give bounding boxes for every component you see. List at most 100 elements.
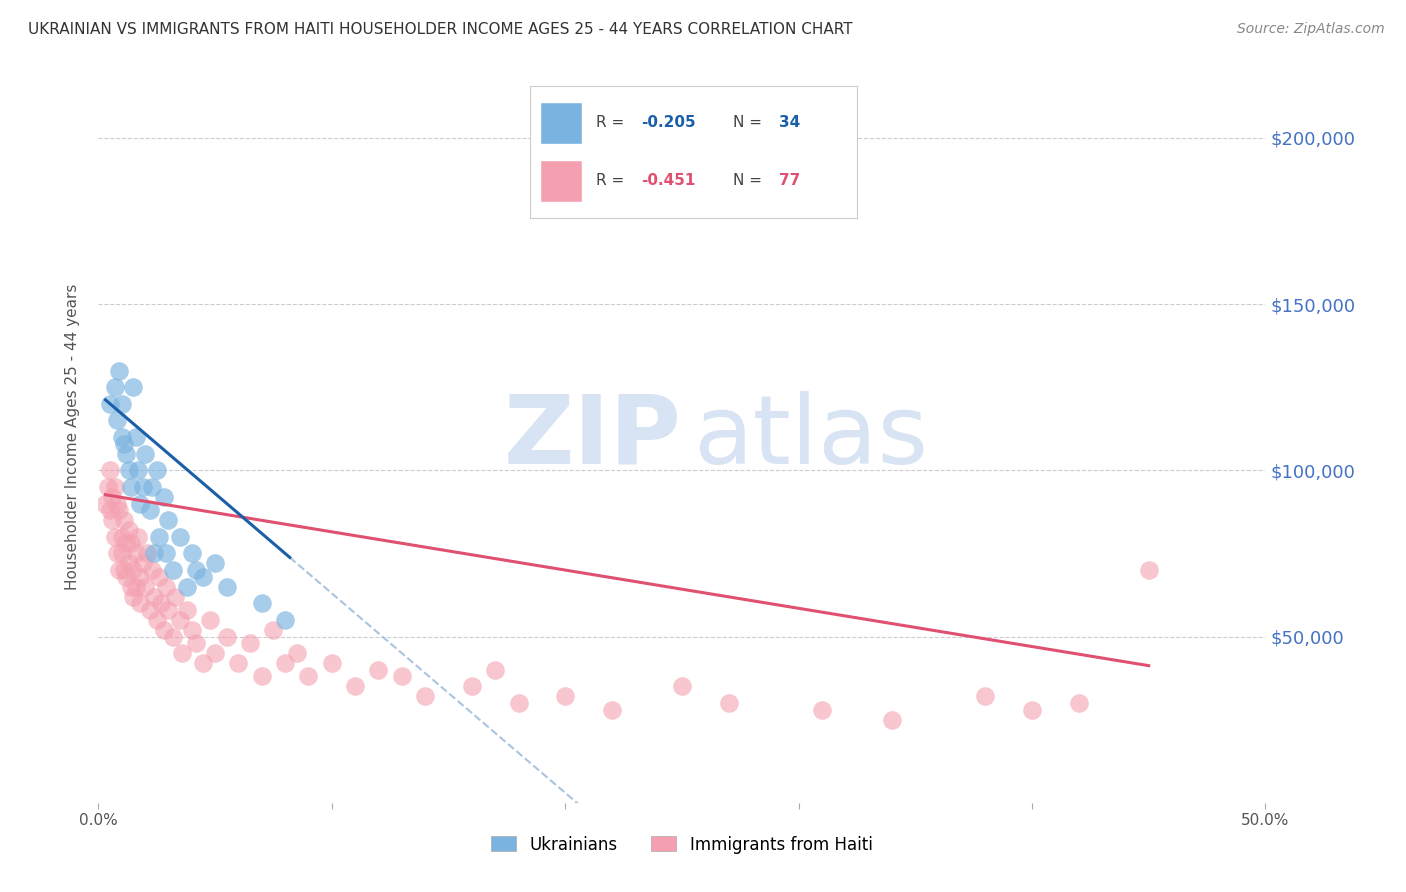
Point (461, 680, 484, 694)
Point (717, 696, 740, 710)
Point (136, 546, 159, 560)
Point (146, 613, 169, 627)
Point (157, 603, 180, 617)
Point (811, 703, 834, 717)
Point (108, 363, 131, 377)
Point (157, 513, 180, 527)
Point (193, 656, 215, 670)
Point (974, 690, 997, 704)
Point (118, 557, 141, 571)
Point (125, 580, 148, 594)
Point (97, 480, 120, 494)
Point (129, 497, 152, 511)
Point (143, 546, 166, 560)
Point (134, 580, 156, 594)
Point (155, 580, 177, 594)
Point (274, 613, 297, 627)
Text: atlas: atlas (693, 391, 929, 483)
Point (600, 703, 623, 717)
Point (1067, 696, 1090, 710)
Point (94, 497, 117, 511)
Point (321, 656, 343, 670)
Point (148, 530, 170, 544)
Text: ZIP: ZIP (503, 391, 682, 483)
Point (129, 570, 152, 584)
Point (122, 590, 145, 604)
Point (193, 570, 215, 584)
Point (186, 636, 208, 650)
Point (880, 713, 903, 727)
Point (186, 563, 208, 577)
Point (200, 613, 222, 627)
Point (125, 430, 148, 444)
Point (115, 536, 138, 550)
Point (118, 463, 141, 477)
Point (204, 557, 226, 571)
Text: UKRAINIAN VS IMMIGRANTS FROM HAITI HOUSEHOLDER INCOME AGES 25 - 44 YEARS CORRELA: UKRAINIAN VS IMMIGRANTS FROM HAITI HOUSE… (28, 22, 853, 37)
Point (250, 596, 273, 610)
Point (125, 546, 148, 560)
Text: Source: ZipAtlas.com: Source: ZipAtlas.com (1237, 22, 1385, 37)
Point (344, 680, 367, 694)
Point (139, 503, 162, 517)
Point (162, 630, 184, 644)
Point (262, 623, 284, 637)
Point (152, 623, 174, 637)
Point (141, 480, 163, 494)
Point (155, 546, 177, 560)
Point (111, 546, 134, 560)
Point (250, 669, 273, 683)
Point (101, 490, 124, 504)
Point (111, 430, 134, 444)
Point (132, 557, 155, 571)
Point (132, 480, 155, 494)
Legend: Ukrainians, Immigrants from Haiti: Ukrainians, Immigrants from Haiti (485, 829, 879, 860)
Point (112, 436, 135, 450)
Point (108, 503, 131, 517)
Point (134, 447, 156, 461)
Point (129, 596, 152, 610)
Point (176, 603, 198, 617)
Point (274, 656, 297, 670)
Point (484, 663, 506, 677)
Point (162, 563, 184, 577)
Point (104, 530, 127, 544)
Point (98, 463, 121, 477)
Point (204, 646, 226, 660)
Point (180, 623, 202, 637)
Point (105, 413, 128, 427)
Point (122, 380, 145, 394)
Point (120, 536, 142, 550)
Point (180, 546, 202, 560)
Point (150, 596, 173, 610)
Point (139, 603, 162, 617)
Point (413, 690, 436, 704)
Point (176, 580, 198, 594)
Point (111, 530, 134, 544)
Point (127, 463, 149, 477)
Point (115, 447, 138, 461)
Point (120, 480, 142, 494)
Point (391, 669, 413, 683)
Point (115, 570, 138, 584)
Point (297, 669, 319, 683)
Point (143, 590, 166, 604)
Point (104, 480, 127, 494)
Point (108, 563, 131, 577)
Point (105, 497, 128, 511)
Point (141, 563, 163, 577)
Y-axis label: Householder Income Ages 25 - 44 years: Householder Income Ages 25 - 44 years (65, 284, 80, 591)
Point (120, 580, 142, 594)
Point (1137, 563, 1160, 577)
Point (285, 646, 308, 660)
Point (105, 546, 128, 560)
Point (101, 513, 124, 527)
Point (367, 663, 389, 677)
Point (127, 530, 149, 544)
Point (165, 590, 187, 604)
Point (111, 397, 134, 411)
Point (152, 490, 174, 504)
Point (1021, 703, 1043, 717)
Point (169, 613, 191, 627)
Point (104, 380, 127, 394)
